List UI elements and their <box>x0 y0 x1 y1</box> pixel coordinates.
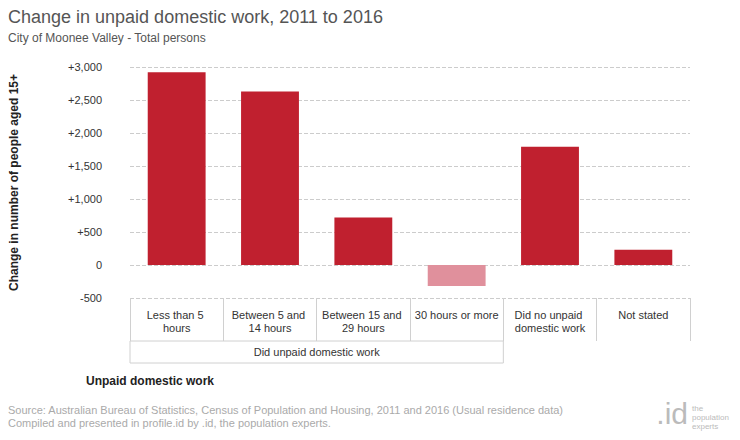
svg-text:-500: -500 <box>80 292 102 304</box>
svg-text:domestic work: domestic work <box>515 322 586 334</box>
svg-text:Change in unpaid domestic work: Change in unpaid domestic work, 2011 to … <box>8 7 383 27</box>
svg-text:29 hours: 29 hours <box>342 322 385 334</box>
svg-text:+1,500: +1,500 <box>68 160 102 172</box>
svg-text:Compiled and presented in prof: Compiled and presented in profile.id by … <box>8 417 331 429</box>
svg-text:Not stated: Not stated <box>618 309 668 321</box>
svg-text:+500: +500 <box>77 226 102 238</box>
svg-text:Between 5 and: Between 5 and <box>232 309 308 321</box>
svg-text:+2,000: +2,000 <box>68 127 102 139</box>
svg-text:0: 0 <box>96 259 102 271</box>
svg-text:Unpaid domestic work: Unpaid domestic work <box>86 374 214 388</box>
svg-text:.id: .id <box>656 397 688 430</box>
svg-text:Between 15 and: Between 15 and <box>322 309 405 321</box>
svg-text:30 hours or more: 30 hours or more <box>415 309 499 321</box>
svg-text:Less than 5: Less than 5 <box>147 309 207 321</box>
svg-text:population: population <box>692 413 729 422</box>
svg-text:+3,000: +3,000 <box>68 61 102 73</box>
svg-text:+2,500: +2,500 <box>68 94 102 106</box>
svg-text:14 hours: 14 hours <box>249 322 292 334</box>
svg-text:Did unpaid domestic work: Did unpaid domestic work <box>254 346 380 358</box>
svg-text:the: the <box>692 404 704 413</box>
svg-text:+1,000: +1,000 <box>68 193 102 205</box>
svg-text:City of Moonee Valley - Total: City of Moonee Valley - Total persons <box>8 31 206 45</box>
svg-text:Did no unpaid: Did no unpaid <box>515 309 586 321</box>
svg-text:hours: hours <box>163 322 191 334</box>
svg-text:Change in number of people age: Change in number of people aged 15+ <box>7 74 21 291</box>
svg-text:Source: Australian Bureau of S: Source: Australian Bureau of Statistics,… <box>8 404 563 416</box>
svg-text:experts: experts <box>692 422 718 431</box>
